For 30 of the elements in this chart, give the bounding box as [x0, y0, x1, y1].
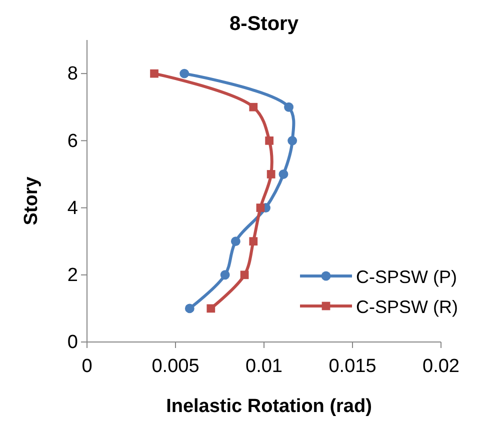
x-tick-label: 0.01 [246, 356, 282, 377]
y-tick-label: 0 [67, 332, 78, 354]
point [265, 136, 274, 145]
x-axis-title: Inelastic Rotation (rad) [166, 396, 372, 417]
point [249, 237, 258, 246]
point [220, 270, 230, 280]
point [206, 304, 216, 313]
y-tick-label: 6 [67, 130, 78, 152]
point [256, 204, 265, 212]
point [180, 68, 190, 78]
x-tick-label: 0.005 [152, 356, 200, 377]
point [266, 170, 276, 178]
y-tick-label: 8 [67, 64, 78, 85]
y-tick-label: 4 [67, 198, 78, 219]
point [249, 102, 258, 112]
point [284, 102, 294, 112]
x-tick-label: 0.02 [422, 356, 460, 377]
point [240, 270, 249, 280]
point [288, 136, 298, 146]
point [230, 236, 240, 246]
chart-title: 8-Story [230, 13, 300, 35]
point [278, 170, 288, 179]
y-tick-label: 2 [67, 264, 78, 286]
point [184, 304, 194, 314]
legend-label: C-SPSW (P) [356, 267, 457, 287]
point [150, 69, 158, 78]
y-axis-title: Story [21, 176, 42, 226]
x-tick-label: 0.015 [328, 356, 376, 377]
legend-label: C-SPSW (R) [356, 297, 458, 317]
x-tick-label: 0 [82, 356, 92, 377]
